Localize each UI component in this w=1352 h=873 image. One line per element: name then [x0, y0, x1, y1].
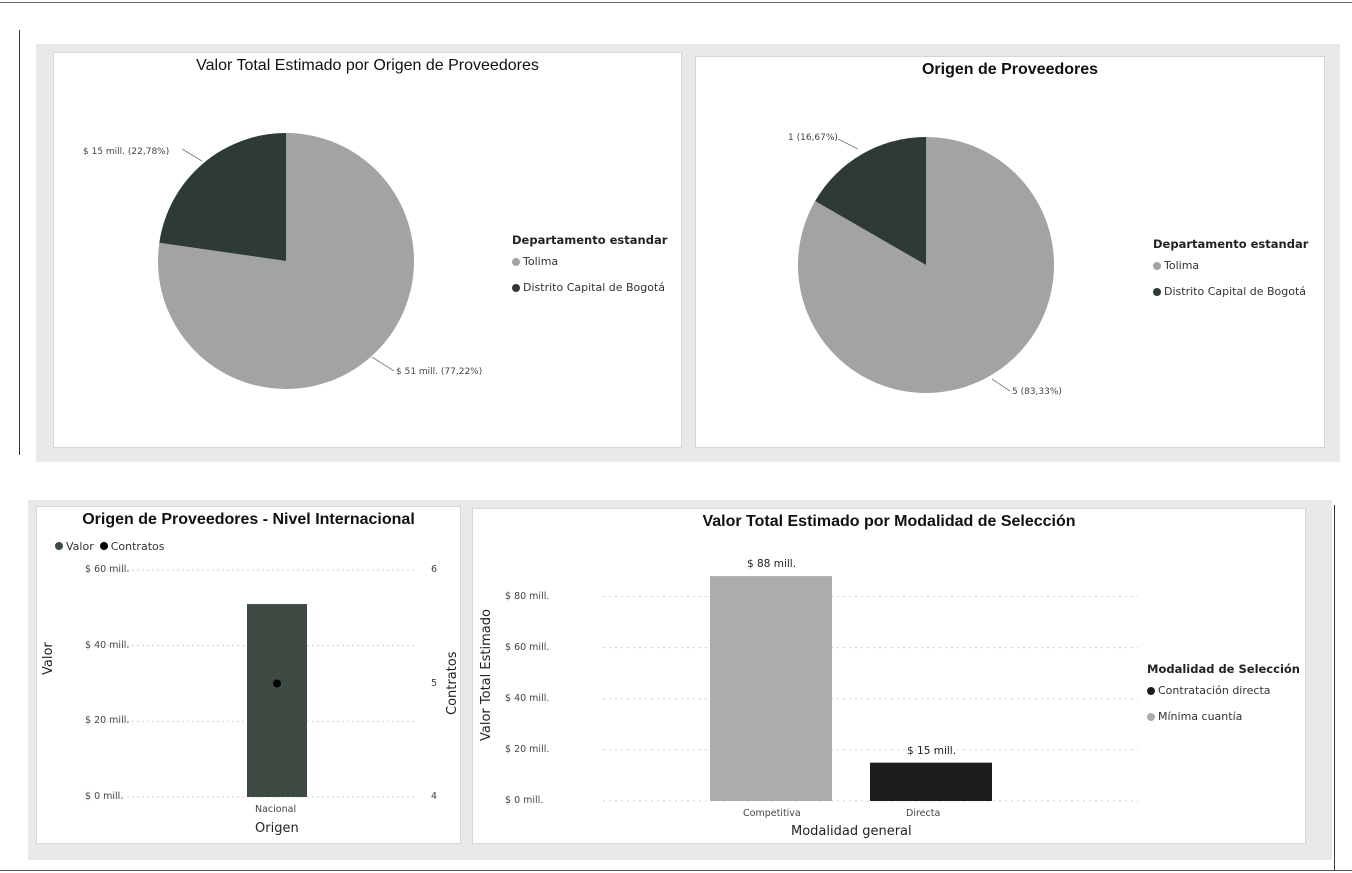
- modalidad-bar-directa: [870, 763, 992, 801]
- legend-label: Distrito Capital de Bogotá: [523, 281, 665, 294]
- intl-bar-nacional: [247, 604, 307, 797]
- modalidad-y-axis-title: Valor Total Estimado: [479, 609, 494, 741]
- modalidad-panel: Valor Total Estimado por Modalidad de Se…: [472, 508, 1306, 844]
- pie-value-legend: Departamento estandar Tolima Distrito Ca…: [512, 233, 667, 307]
- pie-count-legend-item-bogota: Distrito Capital de Bogotá: [1153, 285, 1308, 298]
- frame-top-line: [0, 2, 1352, 3]
- intl-y-tick: $ 60 mill.: [85, 564, 129, 575]
- tolima-dot-icon: [1153, 262, 1161, 270]
- intl-y-tick: $ 0 mill.: [85, 791, 123, 802]
- modalidad-data-label: $ 15 mill.: [907, 745, 956, 757]
- legend-label: Tolima: [523, 255, 558, 268]
- pie-value-legend-item-bogota: Distrito Capital de Bogotá: [512, 281, 667, 294]
- pie-count-leader-tolima: [992, 379, 1010, 391]
- modalidad-x-tick-competitiva: Competitiva: [743, 808, 801, 819]
- pie-count-leader-bogota: [838, 139, 858, 149]
- modalidad-x-tick-directa: Directa: [906, 808, 940, 819]
- modalidad-y-tick: $ 60 mill.: [505, 642, 549, 653]
- modalidad-legend-item-directa: Contratación directa: [1147, 684, 1300, 697]
- intl-x-axis-title: Origen: [255, 821, 299, 836]
- intl-y2-tick: 4: [431, 791, 437, 802]
- intl-y-axis-title: Valor: [41, 642, 56, 675]
- tolima-dot-icon: [512, 258, 520, 266]
- pie-count-legend-item-tolima: Tolima: [1153, 259, 1308, 272]
- pie-count-legend-title: Departamento estandar: [1153, 237, 1308, 251]
- intl-y2-tick: 6: [431, 564, 437, 575]
- legend-label: Tolima: [1164, 259, 1199, 272]
- modalidad-y-tick: $ 0 mill.: [505, 795, 543, 806]
- directa-dot-icon: [1147, 687, 1155, 695]
- minima-dot-icon: [1147, 713, 1155, 721]
- legend-label: Contratación directa: [1158, 684, 1271, 697]
- intl-panel: Origen de Proveedores - Nivel Internacio…: [36, 506, 461, 844]
- pie-value-label-bogota: $ 15 mill. (22,78%): [83, 147, 169, 157]
- bogota-dot-icon: [1153, 288, 1161, 296]
- legend-label: Distrito Capital de Bogotá: [1164, 285, 1306, 298]
- pie-value-legend-item-tolima: Tolima: [512, 255, 667, 268]
- pie-value-leader-bogota: [182, 149, 202, 161]
- modalidad-data-label: $ 88 mill.: [747, 558, 796, 570]
- pie-value-label-tolima: $ 51 mill. (77,22%): [396, 367, 482, 377]
- pie-count-label-bogota: 1 (16,67%): [788, 133, 838, 143]
- pie-value-slice-bogota: [159, 133, 286, 261]
- frame-bottom-line: [0, 870, 1352, 871]
- legend-label: Mínima cuantía: [1158, 710, 1242, 723]
- modalidad-legend-title: Modalidad de Selección: [1147, 662, 1300, 676]
- pie-count-label-tolima: 5 (83,33%): [1012, 387, 1062, 397]
- intl-y-tick: $ 20 mill.: [85, 715, 129, 726]
- modalidad-legend: Modalidad de Selección Contratación dire…: [1147, 662, 1300, 736]
- bogota-dot-icon: [512, 284, 520, 292]
- pie-value-panel: Valor Total Estimado por Origen de Prove…: [53, 52, 682, 448]
- modalidad-bar-competitiva: [710, 576, 832, 801]
- intl-y2-axis-title: Contratos: [445, 651, 460, 715]
- intl-x-tick-nacional: Nacional: [255, 804, 296, 815]
- pie-count-panel: Origen de Proveedores 1 (16,67%) 5 (83,3…: [695, 56, 1325, 448]
- pie-count-legend: Departamento estandar Tolima Distrito Ca…: [1153, 237, 1308, 311]
- modalidad-y-tick: $ 80 mill.: [505, 591, 549, 602]
- modalidad-y-tick: $ 40 mill.: [505, 693, 549, 704]
- frame-left-line: [19, 30, 20, 455]
- pie-value-leader-tolima: [372, 357, 394, 371]
- intl-y-tick: $ 40 mill.: [85, 640, 129, 651]
- frame-right-line: [1334, 505, 1335, 870]
- modalidad-y-tick: $ 20 mill.: [505, 744, 549, 755]
- intl-point-contratos: [273, 680, 281, 688]
- modalidad-x-axis-title: Modalidad general: [791, 824, 912, 839]
- intl-y2-tick: 5: [431, 678, 437, 689]
- pie-value-legend-title: Departamento estandar: [512, 233, 667, 247]
- modalidad-legend-item-minima: Mínima cuantía: [1147, 710, 1300, 723]
